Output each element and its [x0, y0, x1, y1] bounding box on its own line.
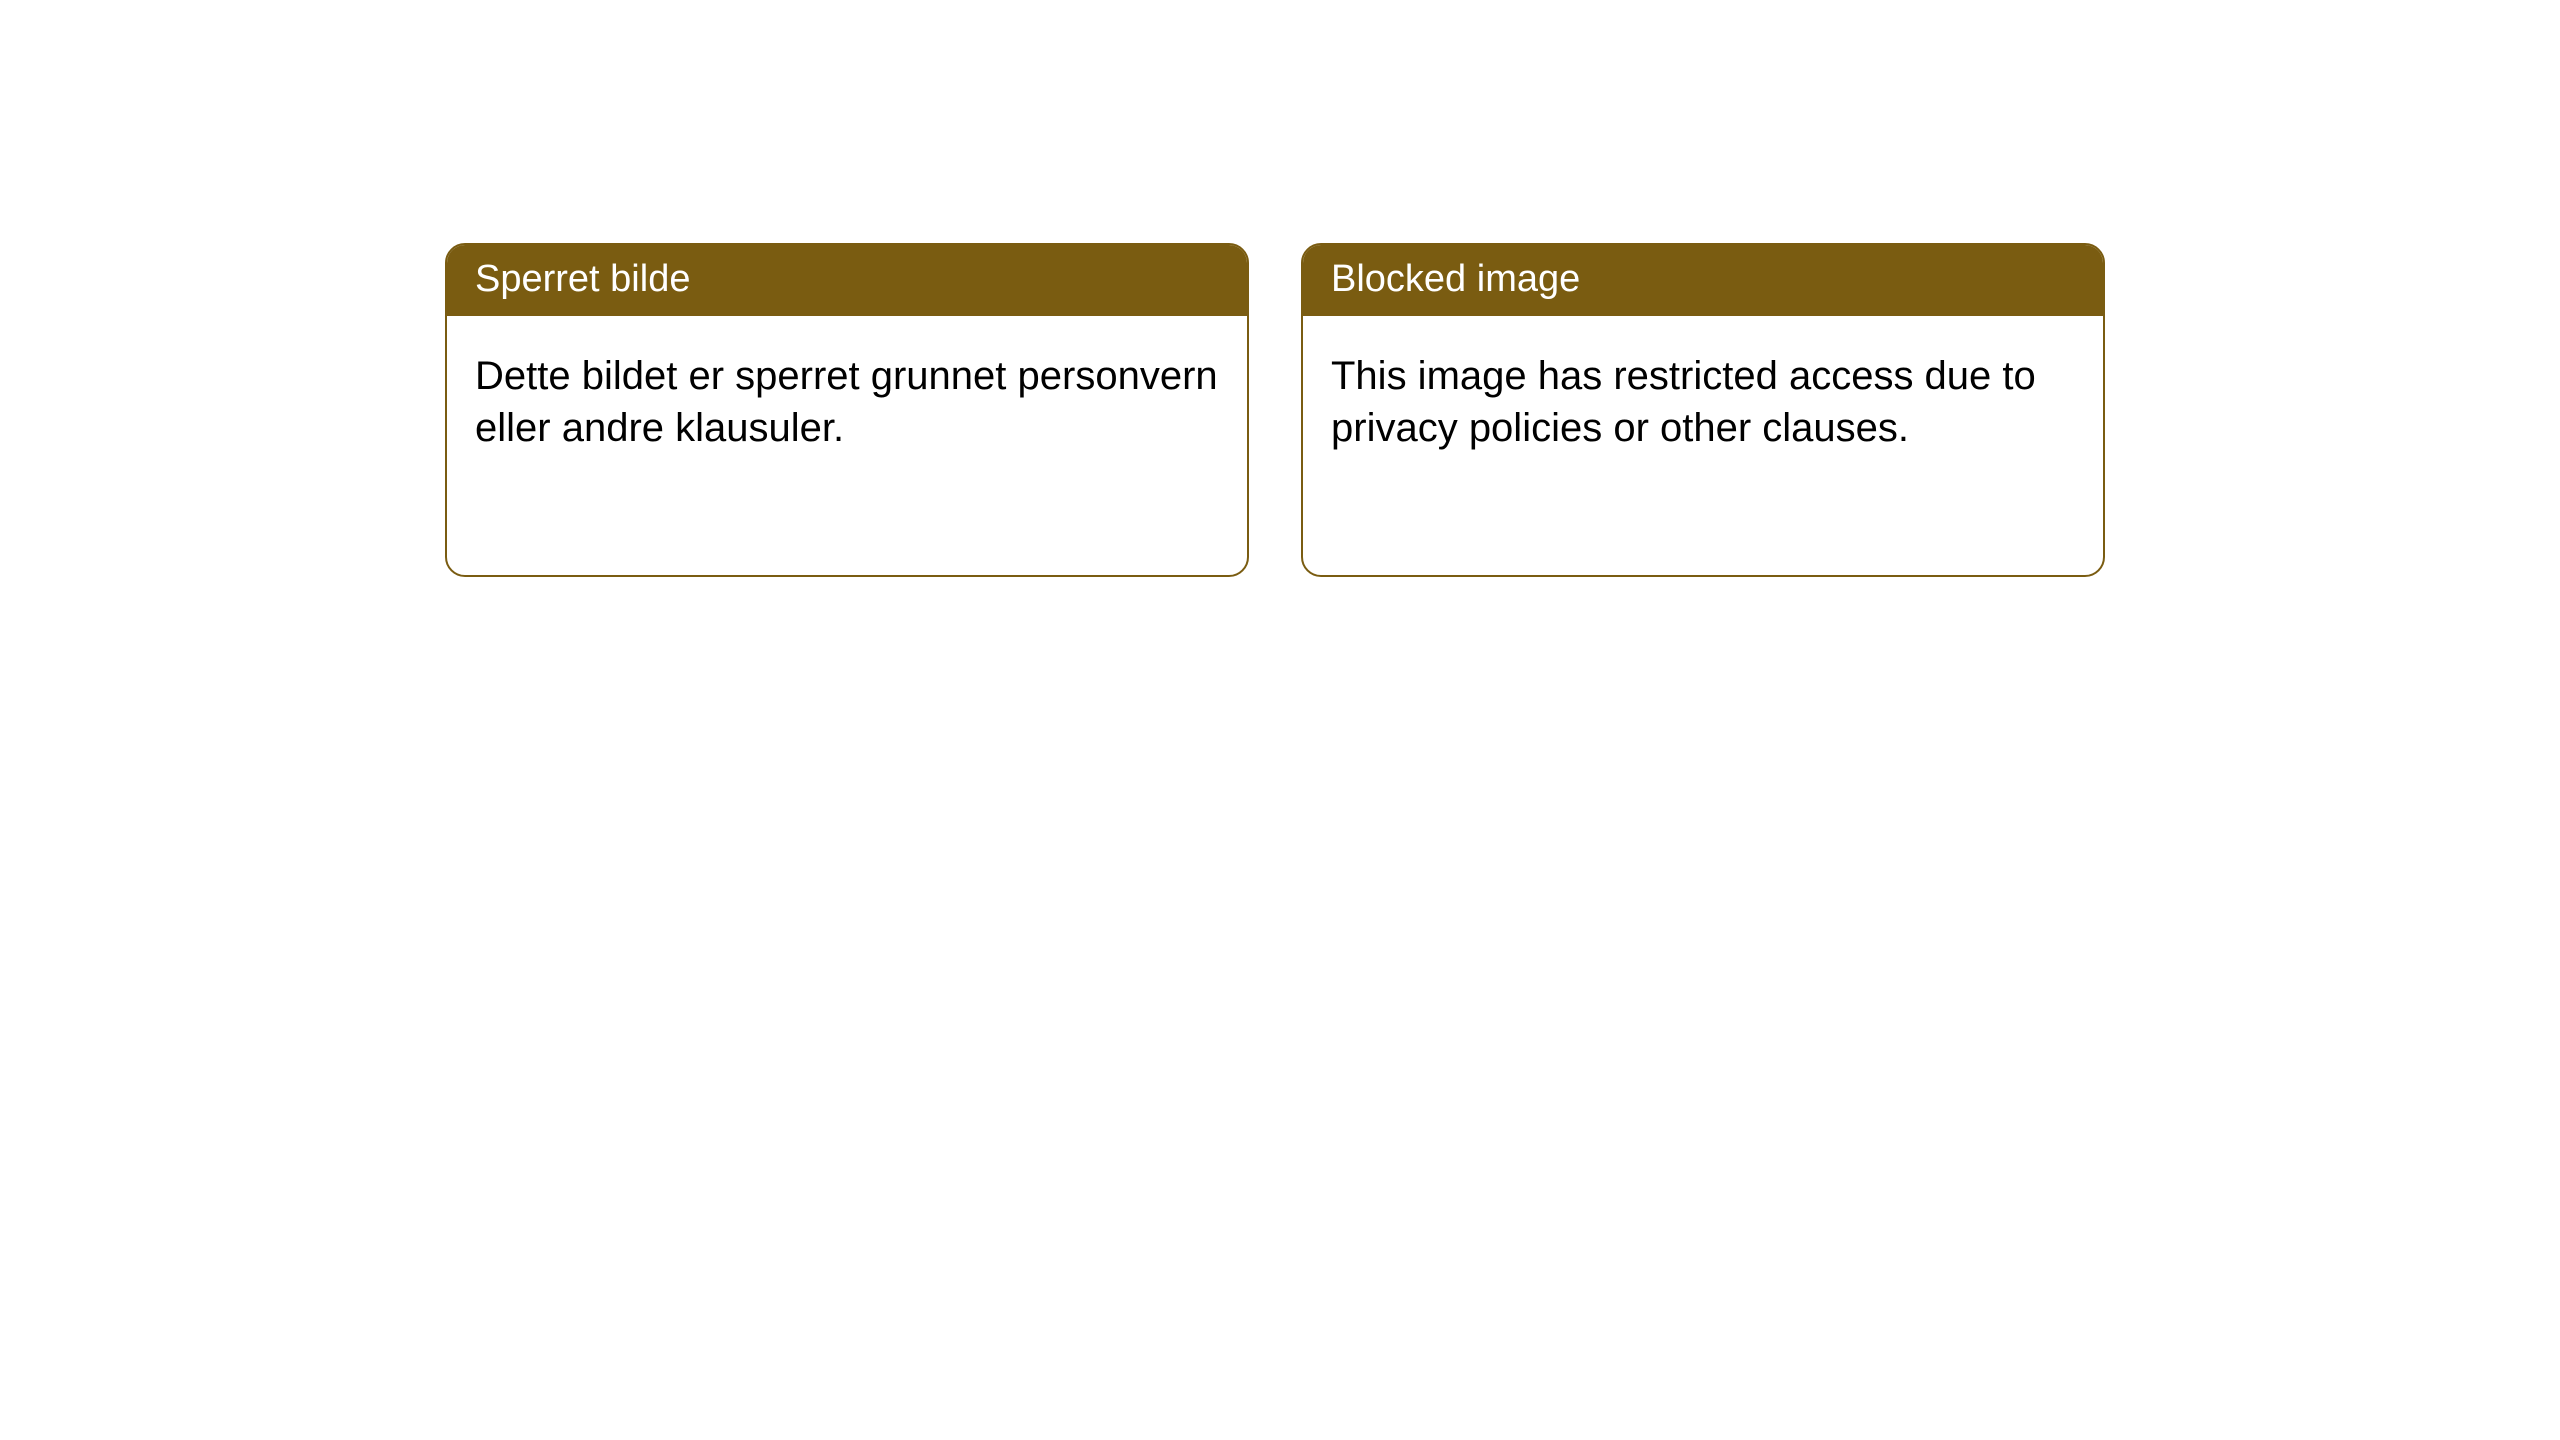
card-header: Sperret bilde: [447, 245, 1247, 316]
card-body: Dette bildet er sperret grunnet personve…: [447, 316, 1247, 488]
card-body: This image has restricted access due to …: [1303, 316, 2103, 488]
notice-container: Sperret bilde Dette bildet er sperret gr…: [445, 243, 2105, 577]
notice-card-norwegian: Sperret bilde Dette bildet er sperret gr…: [445, 243, 1249, 577]
card-header: Blocked image: [1303, 245, 2103, 316]
notice-card-english: Blocked image This image has restricted …: [1301, 243, 2105, 577]
